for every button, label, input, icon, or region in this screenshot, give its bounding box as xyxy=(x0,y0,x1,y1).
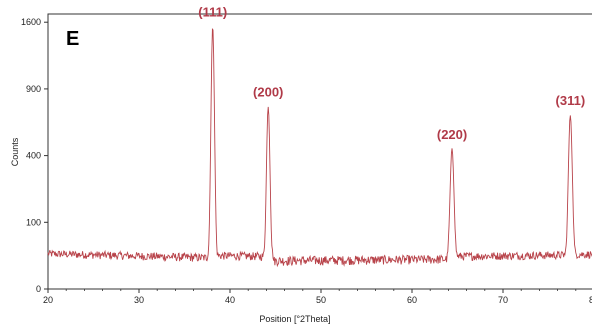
x-tick-label: 70 xyxy=(498,295,508,305)
x-tick-label: 20 xyxy=(43,295,53,305)
peak-label: (111) xyxy=(198,4,227,19)
y-axis-ticks: 0 100 400 900 1600 xyxy=(21,17,48,294)
peak-labels: (111) (200) (220) (311) xyxy=(198,4,585,142)
peak-label: (200) xyxy=(253,84,283,99)
x-tick-label: 30 xyxy=(134,295,144,305)
peak-label: (220) xyxy=(437,127,467,142)
plot-area xyxy=(47,13,592,290)
y-axis-title: Counts xyxy=(10,137,20,166)
y-tick-label: 1600 xyxy=(21,17,41,27)
x-tick-label: 80 xyxy=(589,295,592,305)
y-tick-label: 100 xyxy=(26,217,41,227)
panel-letter: E xyxy=(66,28,79,50)
y-tick-label: 400 xyxy=(26,151,41,161)
x-tick-label: 40 xyxy=(225,295,235,305)
x-axis-ticks: 20 30 40 50 60 70 80 xyxy=(43,289,592,305)
y-tick-label: 900 xyxy=(26,84,41,94)
diffraction-pattern-line xyxy=(47,27,592,268)
x-tick-label: 60 xyxy=(407,295,417,305)
peak-label: (311) xyxy=(556,93,586,108)
x-axis-title: Position [°2Theta] xyxy=(259,314,330,324)
y-tick-label: 0 xyxy=(36,284,41,294)
x-tick-label: 50 xyxy=(316,295,326,305)
